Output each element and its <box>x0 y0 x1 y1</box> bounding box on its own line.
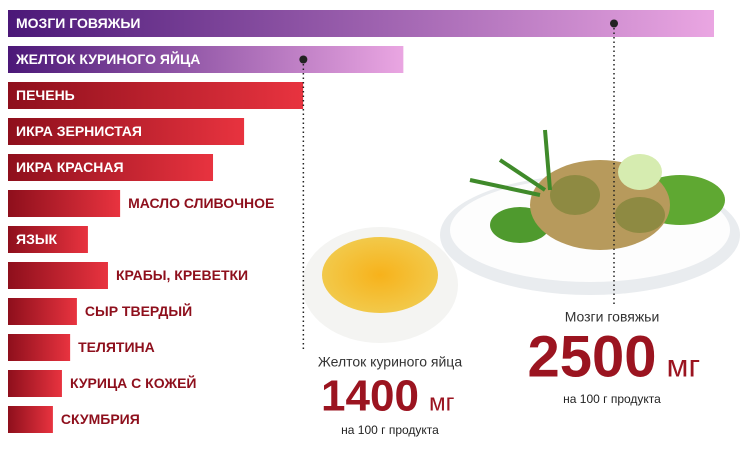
bar <box>8 226 88 253</box>
bar-label: ИКРА ЗЕРНИСТАЯ <box>16 123 142 139</box>
callout-label: Мозги говяжьи <box>565 309 660 325</box>
bar <box>8 406 53 433</box>
bar <box>8 370 62 397</box>
callout-unit: мг <box>667 347 701 383</box>
bar <box>8 10 714 37</box>
egg-illustration <box>302 227 458 343</box>
leader-dot <box>610 19 618 28</box>
callout-value: 2500 <box>527 324 656 389</box>
callout-unit: мг <box>429 390 455 417</box>
bar <box>8 118 245 145</box>
bar-label: ИКРА КРАСНАЯ <box>16 159 124 175</box>
bar <box>8 262 108 289</box>
bar-label: ТЕЛЯТИНА <box>78 339 155 355</box>
bar-label: ЖЕЛТОК КУРИНОГО ЯЙЦА <box>15 50 200 67</box>
bar-label: СКУМБРИЯ <box>61 411 140 427</box>
leader-dot <box>299 55 308 64</box>
callout-label: Желток куриного яйца <box>318 354 462 370</box>
bar-label: ЯЗЫК <box>16 231 58 247</box>
bar-label: СЫР ТВЕРДЫЙ <box>85 302 192 319</box>
callout-note: на 100 г продукта <box>341 423 439 437</box>
bar <box>8 334 71 361</box>
bar <box>8 82 304 109</box>
bar-label: КУРИЦА С КОЖЕЙ <box>70 374 197 391</box>
bar <box>8 298 77 325</box>
bar <box>8 46 404 73</box>
callout-note: на 100 г продукта <box>563 392 661 406</box>
plate-illustration <box>440 129 740 295</box>
bar-label: ПЕЧЕНЬ <box>16 87 75 103</box>
bar-label: МОЗГИ ГОВЯЖЬИ <box>16 15 140 31</box>
bar <box>8 154 214 181</box>
bar <box>8 190 121 217</box>
bar-label: КРАБЫ, КРЕВЕТКИ <box>116 267 248 283</box>
callout-value: 1400 <box>321 372 419 421</box>
bar-label: МАСЛО СЛИВОЧНОЕ <box>128 195 274 211</box>
